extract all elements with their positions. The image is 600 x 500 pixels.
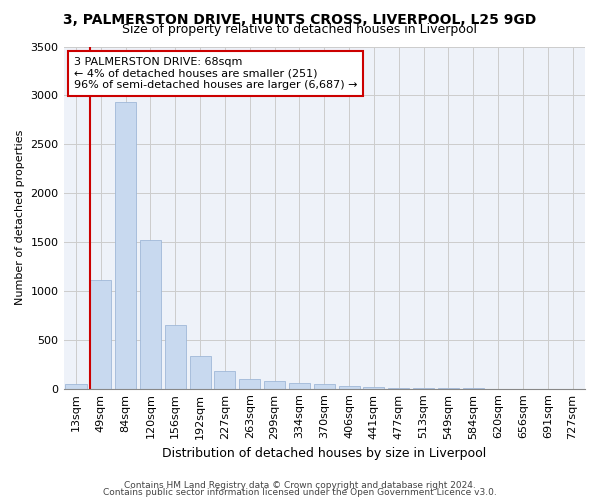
Bar: [140, 240, 161, 388]
Bar: [289, 384, 310, 388]
Bar: [165, 325, 186, 388]
Bar: [239, 380, 260, 388]
Text: 3 PALMERSTON DRIVE: 68sqm
← 4% of detached houses are smaller (251)
96% of semi-: 3 PALMERSTON DRIVE: 68sqm ← 4% of detach…: [74, 57, 358, 90]
Text: 3, PALMERSTON DRIVE, HUNTS CROSS, LIVERPOOL, L25 9GD: 3, PALMERSTON DRIVE, HUNTS CROSS, LIVERP…: [64, 12, 536, 26]
Bar: [90, 280, 112, 388]
Bar: [338, 386, 359, 388]
Text: Size of property relative to detached houses in Liverpool: Size of property relative to detached ho…: [122, 22, 478, 36]
Bar: [115, 102, 136, 389]
Bar: [264, 381, 285, 388]
X-axis label: Distribution of detached houses by size in Liverpool: Distribution of detached houses by size …: [162, 447, 487, 460]
Bar: [364, 387, 385, 388]
Y-axis label: Number of detached properties: Number of detached properties: [15, 130, 25, 306]
Bar: [314, 384, 335, 388]
Text: Contains HM Land Registry data © Crown copyright and database right 2024.: Contains HM Land Registry data © Crown c…: [124, 480, 476, 490]
Bar: [65, 384, 86, 388]
Bar: [190, 356, 211, 388]
Text: Contains public sector information licensed under the Open Government Licence v3: Contains public sector information licen…: [103, 488, 497, 497]
Bar: [214, 370, 235, 388]
